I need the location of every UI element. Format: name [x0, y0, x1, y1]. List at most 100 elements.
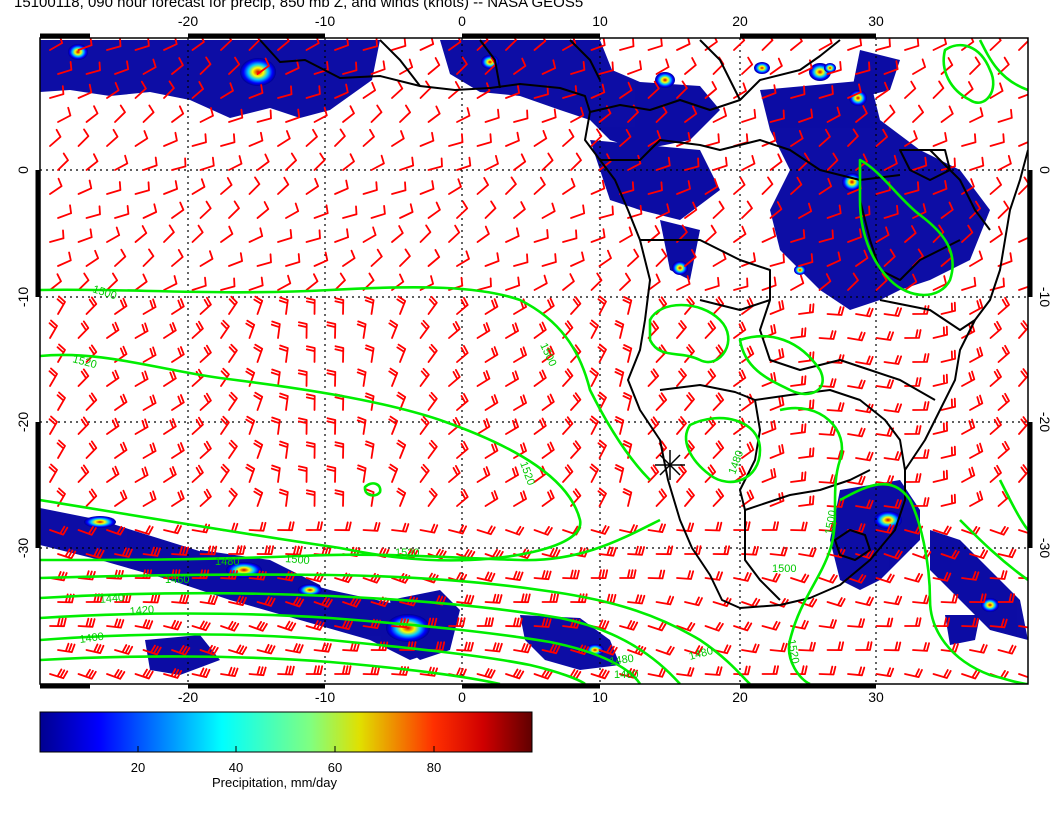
wind-barb — [704, 81, 718, 99]
wind-barb — [655, 248, 668, 267]
wind-barb — [277, 130, 291, 147]
wind-barb — [655, 645, 675, 656]
wind-barb — [57, 204, 72, 219]
wind-barb — [253, 295, 264, 315]
wind-barb — [676, 275, 691, 291]
wind-barb — [733, 572, 752, 582]
wind-barb — [171, 546, 190, 556]
wind-barb — [448, 178, 462, 195]
wind-barb — [49, 617, 67, 628]
wind-barb — [961, 133, 977, 147]
lat-labels-right: 0 -10 -20 -30 — [1037, 166, 1053, 558]
wind-barb — [56, 295, 66, 315]
wind-barb — [505, 617, 523, 628]
wind-barb — [256, 596, 276, 607]
wind-barb — [875, 667, 895, 678]
wind-barb — [855, 61, 871, 75]
wind-barb — [570, 61, 586, 75]
wind-barb — [883, 355, 902, 365]
wind-barb — [847, 228, 862, 243]
wind-barb — [391, 522, 410, 533]
wind-barb — [940, 445, 956, 459]
wind-barb — [712, 488, 725, 507]
contour-label: 1420 — [129, 604, 154, 618]
wind-barb — [245, 415, 256, 435]
lon-label: -10 — [315, 689, 335, 705]
wind-barb — [253, 391, 264, 411]
page-title: 15100118, 090 hour forecast for precip, … — [14, 0, 584, 11]
wind-barb — [305, 38, 320, 51]
wind-barb — [313, 106, 328, 123]
wind-barb — [49, 177, 63, 195]
wind-barb — [114, 489, 128, 507]
wind-barb — [741, 155, 756, 171]
wind-barb — [826, 106, 841, 123]
wind-barb — [134, 273, 148, 291]
wind-barb — [761, 620, 781, 631]
wind-barb — [399, 641, 417, 651]
wind-barb — [245, 367, 256, 387]
wind-barb — [199, 545, 218, 556]
wind-barb — [114, 297, 128, 315]
wind-barb — [676, 180, 691, 195]
wind-barb — [253, 487, 264, 507]
lon-label: -20 — [178, 13, 198, 29]
wind-barb — [541, 152, 554, 171]
wind-barb — [875, 617, 894, 628]
wind-barb — [798, 547, 817, 558]
wind-barb — [997, 440, 1010, 459]
wind-barb — [513, 153, 527, 171]
wind-barb — [305, 665, 324, 675]
wind-barb — [456, 489, 469, 507]
wind-barb — [114, 644, 134, 655]
lon-label: -10 — [315, 13, 335, 29]
wind-barb — [476, 133, 492, 147]
wind-barb — [997, 108, 1013, 123]
wind-barb — [562, 273, 575, 291]
wind-barb — [427, 201, 441, 219]
wind-barb — [427, 57, 441, 75]
wind-barb — [399, 58, 414, 75]
wind-barb — [769, 253, 785, 267]
wind-barb — [904, 225, 917, 243]
wind-barb — [855, 307, 874, 318]
wind-barb — [883, 451, 902, 461]
wind-barb — [589, 415, 599, 435]
wind-barb — [297, 417, 308, 435]
lon-label: 10 — [592, 13, 608, 29]
wind-barb — [77, 179, 93, 195]
wind-barb — [114, 60, 130, 75]
contour-label: 1500 — [285, 553, 310, 567]
wind-barb — [647, 80, 660, 99]
wind-barb — [761, 572, 781, 583]
wind-barb — [855, 355, 874, 366]
wind-barb — [342, 205, 358, 219]
wind-barb — [855, 249, 869, 267]
wind-barb — [505, 525, 525, 536]
wind-barb — [932, 525, 952, 536]
wind-barb — [961, 178, 975, 195]
wind-barb — [912, 497, 930, 507]
wind-barb — [590, 668, 610, 680]
wind-barb — [419, 80, 432, 99]
wind-barb — [655, 545, 674, 556]
wind-barb — [391, 181, 407, 195]
wind-barb — [847, 574, 867, 584]
wind-barb — [342, 249, 356, 267]
wind-barb — [476, 225, 490, 243]
wind-barb — [370, 248, 383, 267]
wind-barb — [456, 594, 475, 605]
wind-barb — [676, 80, 688, 99]
wind-barb — [513, 490, 527, 507]
wind-barb — [855, 451, 874, 462]
wind-barb — [932, 132, 948, 147]
wind-barb — [904, 668, 923, 678]
wind-barb — [513, 253, 529, 267]
wind-barb — [297, 465, 308, 483]
wind-barb — [419, 523, 439, 534]
wind-barb — [391, 225, 404, 243]
wind-barb — [761, 468, 777, 483]
wind-barb — [342, 61, 358, 75]
wind-barb — [228, 56, 241, 75]
wind-barb — [883, 248, 896, 267]
